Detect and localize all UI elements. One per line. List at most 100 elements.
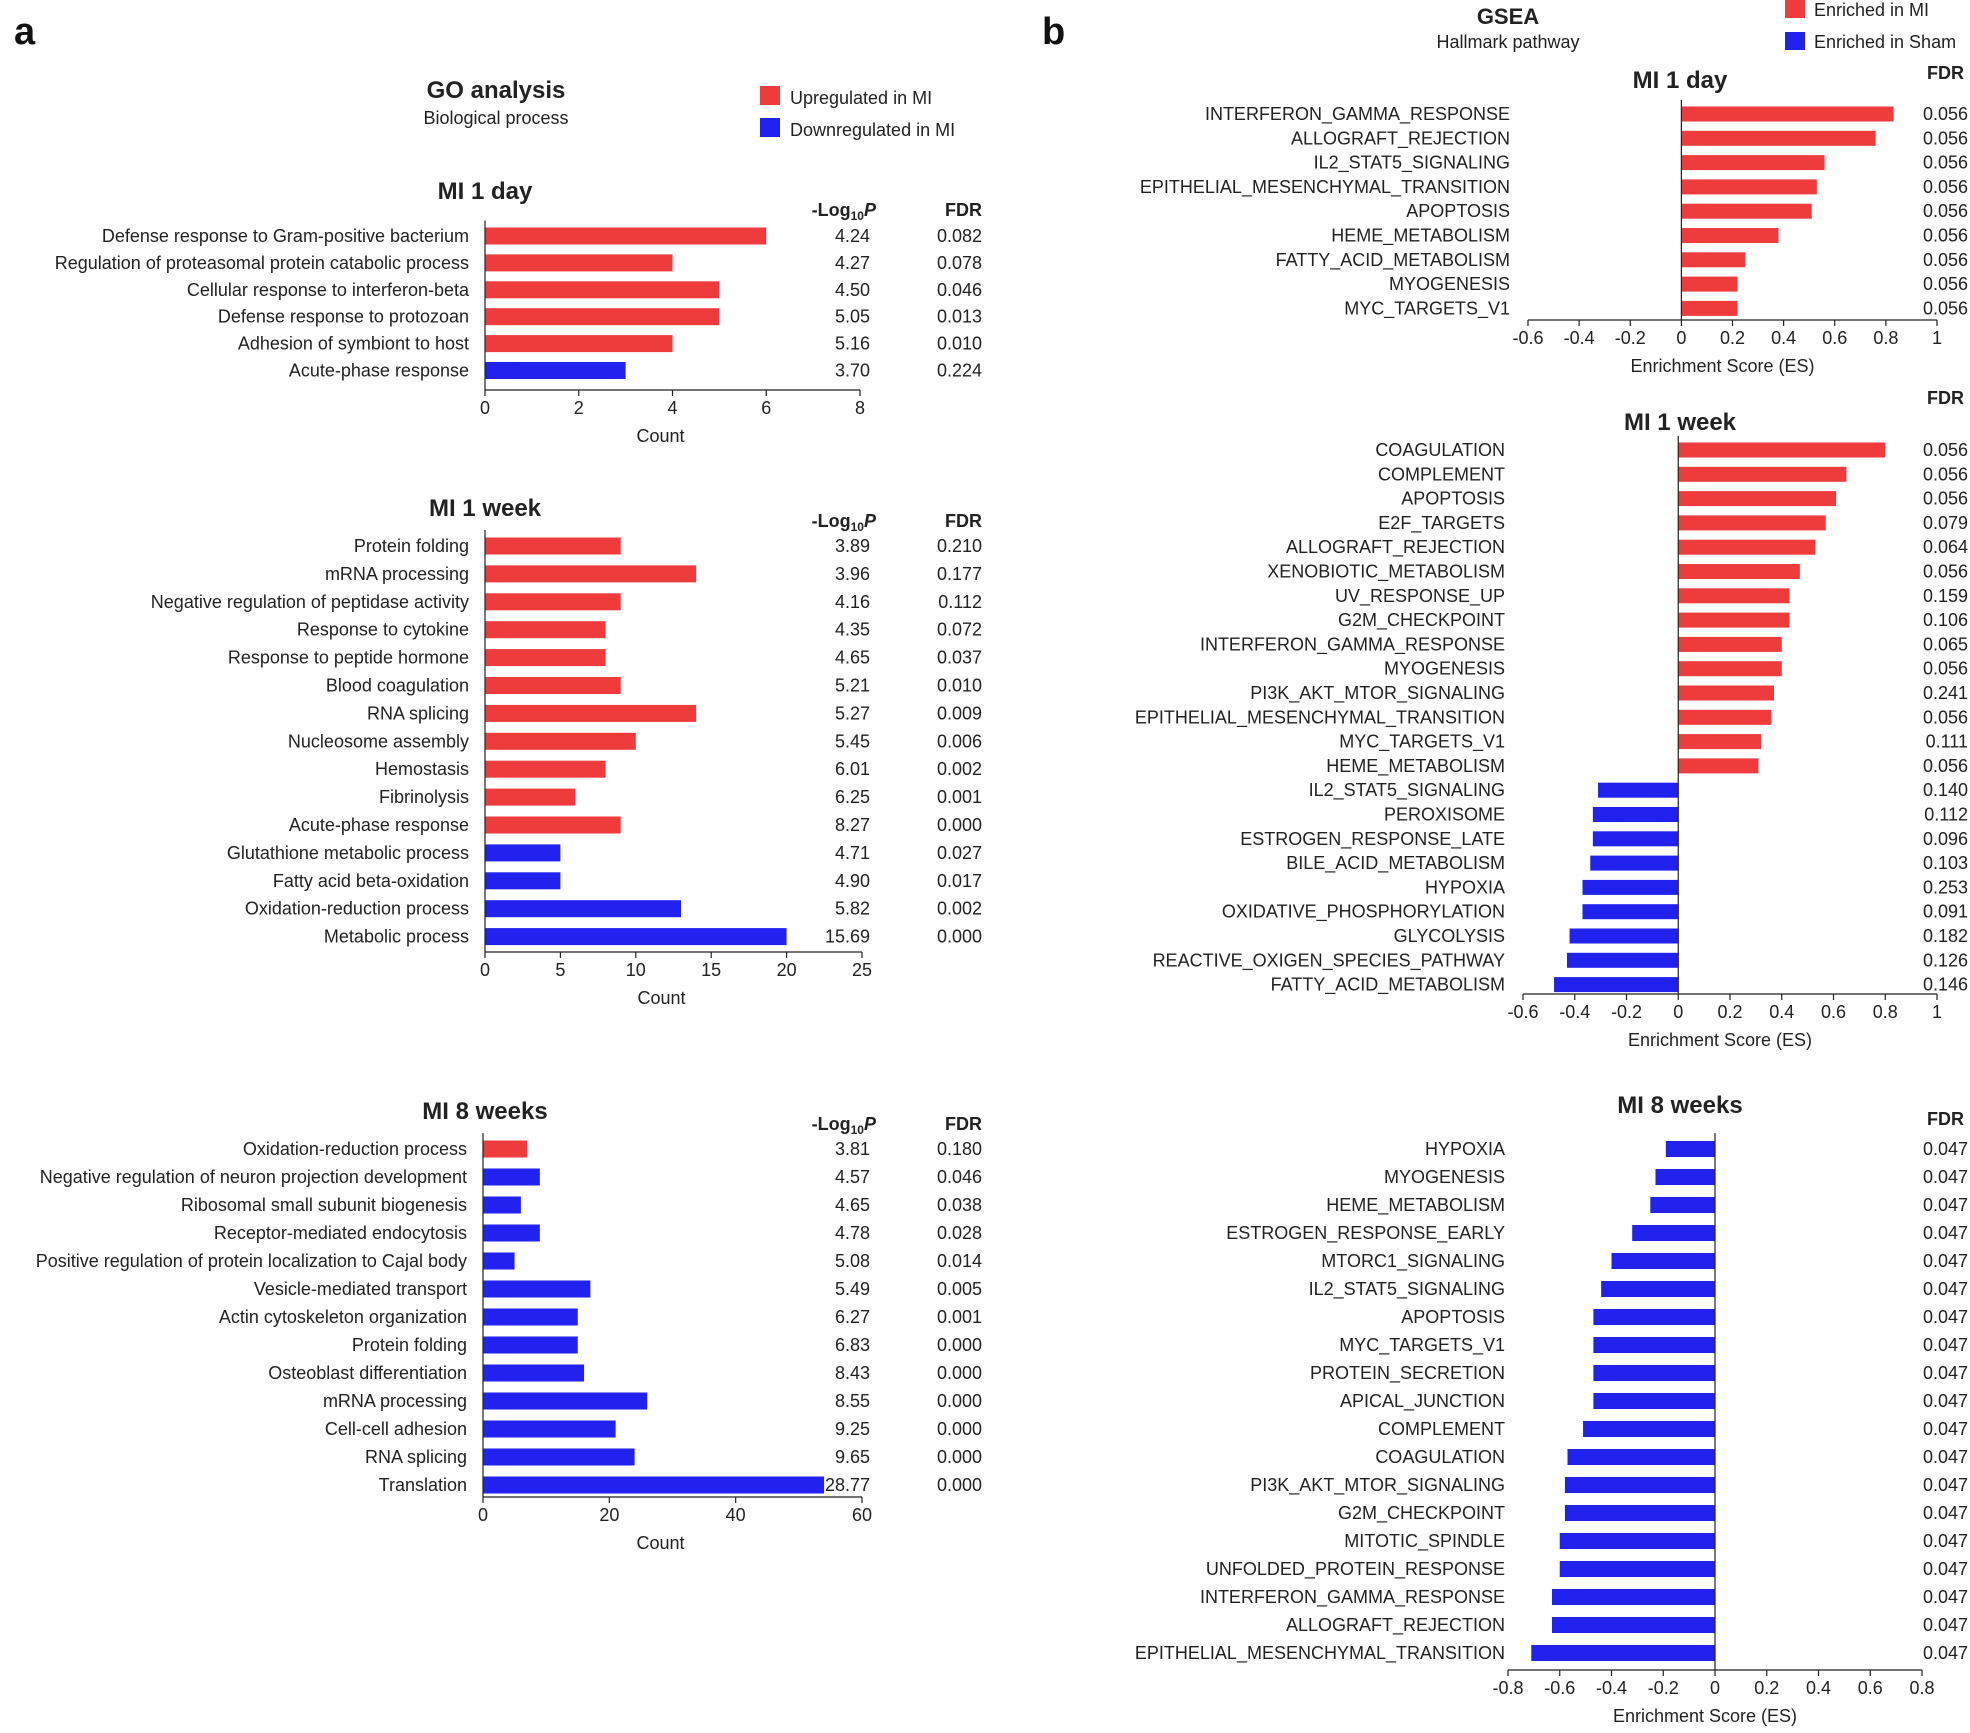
category-label: MYC_TARGETS_V1 [1339,732,1505,753]
x-tick-label: 0.8 [1873,1002,1898,1022]
category-label: XENOBIOTIC_METABOLISM [1267,562,1505,583]
x-tick-label: 0.8 [1873,328,1898,348]
fdr-value: 0.010 [937,676,982,696]
fdr-value: 0.056 [1923,707,1968,727]
fdr-value: 0.000 [937,1363,982,1383]
bar [1569,928,1679,944]
x-tick-label: 6 [761,398,771,418]
fdr-value: 0.000 [937,815,982,835]
bar [1678,466,1847,482]
x-tick-label: -0.8 [1492,1678,1523,1698]
logp-value: 4.65 [835,648,870,668]
x-tick-label: -0.6 [1544,1678,1575,1698]
category-label: PI3K_AKT_MTOR_SIGNALING [1250,683,1505,704]
fdr-value: 0.112 [938,592,982,612]
fdr-value: 0.047 [1923,1223,1968,1243]
x-axis-label: Enrichment Score (ES) [1613,1706,1797,1726]
bar [1650,1197,1715,1213]
x-tick-label: -0.6 [1507,1002,1538,1022]
bar [483,1196,521,1214]
category-label: Oxidation-reduction process [243,1139,467,1159]
bar [1678,709,1772,725]
fdr-value: 0.047 [1923,1559,1968,1579]
legend-b-up-swatch [1785,0,1805,18]
bar [1601,1281,1715,1297]
category-label: IL2_STAT5_SIGNALING [1309,1279,1505,1300]
bar [1678,515,1826,531]
fdr-value: 0.106 [1923,610,1968,630]
logp-value: 4.27 [835,253,870,273]
bar [485,816,621,834]
x-tick-label: -0.2 [1611,1002,1642,1022]
legend-b-down-swatch [1785,32,1805,50]
logp-value: 8.43 [835,1363,870,1383]
category-label: BILE_ACID_METABOLISM [1286,853,1505,874]
x-tick-label: 20 [777,960,797,980]
category-label: G2M_CHECKPOINT [1338,1503,1505,1524]
bar [483,1168,540,1186]
x-tick-label: 0 [1676,328,1686,348]
bar [1681,130,1876,146]
fdr-value: 0.000 [937,1475,982,1495]
category-label: Defense response to Gram-positive bacter… [102,226,469,246]
legend-b-down-label: Enriched in Sham [1814,32,1956,52]
logp-value: 4.16 [835,592,870,612]
bar [485,704,697,722]
bar [1678,612,1790,628]
category-label: HEME_METABOLISM [1326,1195,1505,1216]
category-label: MYOGENESIS [1384,1167,1505,1187]
x-tick-label: 0.2 [1717,1002,1742,1022]
category-label: APOPTOSIS [1401,1307,1505,1327]
fdr-value: 0.253 [1923,877,1968,897]
x-tick-label: -0.4 [1564,328,1595,348]
legend-a-up-label: Upregulated in MI [790,88,932,108]
x-tick-label: 0.8 [1909,1678,1934,1698]
chart-gsea-1-week: MI 1 week FDR COAGULATION 0.056 COMPLEMENT 0.… [1135,388,1968,1050]
bar [1678,661,1782,677]
logp-value: 4.35 [835,620,870,640]
logp-value: 15.69 [825,927,870,947]
category-label: IL2_STAT5_SIGNALING [1309,780,1505,801]
fdr-value: 0.126 [1923,950,1968,970]
fdr-value: 0.005 [937,1279,982,1299]
fdr-value: 0.056 [1923,250,1968,270]
logp-value: 28.77 [825,1475,870,1495]
bar [1611,1253,1715,1269]
x-tick-label: 2 [574,398,584,418]
fdr-value: 0.047 [1923,1503,1968,1523]
fdr-value: 0.038 [937,1195,982,1215]
bar [1678,758,1759,774]
fdr-value: 0.091 [1923,902,1968,922]
x-tick-label: 60 [852,1505,872,1525]
bar [1678,491,1837,507]
bar [483,1336,578,1354]
fdr-value: 0.224 [937,361,982,381]
category-label: HEME_METABOLISM [1331,226,1510,247]
category-label: Positive regulation of protein localizat… [36,1251,467,1271]
x-axis-label: Enrichment Score (ES) [1630,356,1814,376]
bar [1593,1309,1715,1325]
category-label: PROTEIN_SECRETION [1310,1363,1505,1384]
x-tick-label: 0 [1710,1678,1720,1698]
bar [1678,685,1774,701]
bar [485,254,673,272]
fdr-value: 0.180 [937,1139,982,1159]
category-label: MYOGENESIS [1384,659,1505,679]
chart-title: MI 1 week [1624,409,1737,436]
fdr-value: 0.046 [937,1167,982,1187]
fdr-value: 0.002 [937,899,982,919]
fdr-value: 0.047 [1923,1531,1968,1551]
bar [1678,539,1816,555]
category-label: UV_RESPONSE_UP [1335,586,1505,607]
bar [485,788,576,806]
x-axis-label: Enrichment Score (ES) [1628,1030,1812,1050]
chart-gsea-8-weeks: MI 8 weeks FDR HYPOXIA 0.047 MYOGENESIS 0.047… [1135,1092,1968,1726]
category-label: Oxidation-reduction process [245,899,469,919]
bar [1593,1365,1715,1381]
category-label: ALLOGRAFT_REJECTION [1286,537,1505,558]
category-label: Nucleosome assembly [288,731,469,751]
logp-value: 5.16 [835,334,870,354]
fdr-value: 0.000 [937,1419,982,1439]
category-label: ALLOGRAFT_REJECTION [1286,1615,1505,1636]
fdr-value: 0.182 [1923,926,1968,946]
